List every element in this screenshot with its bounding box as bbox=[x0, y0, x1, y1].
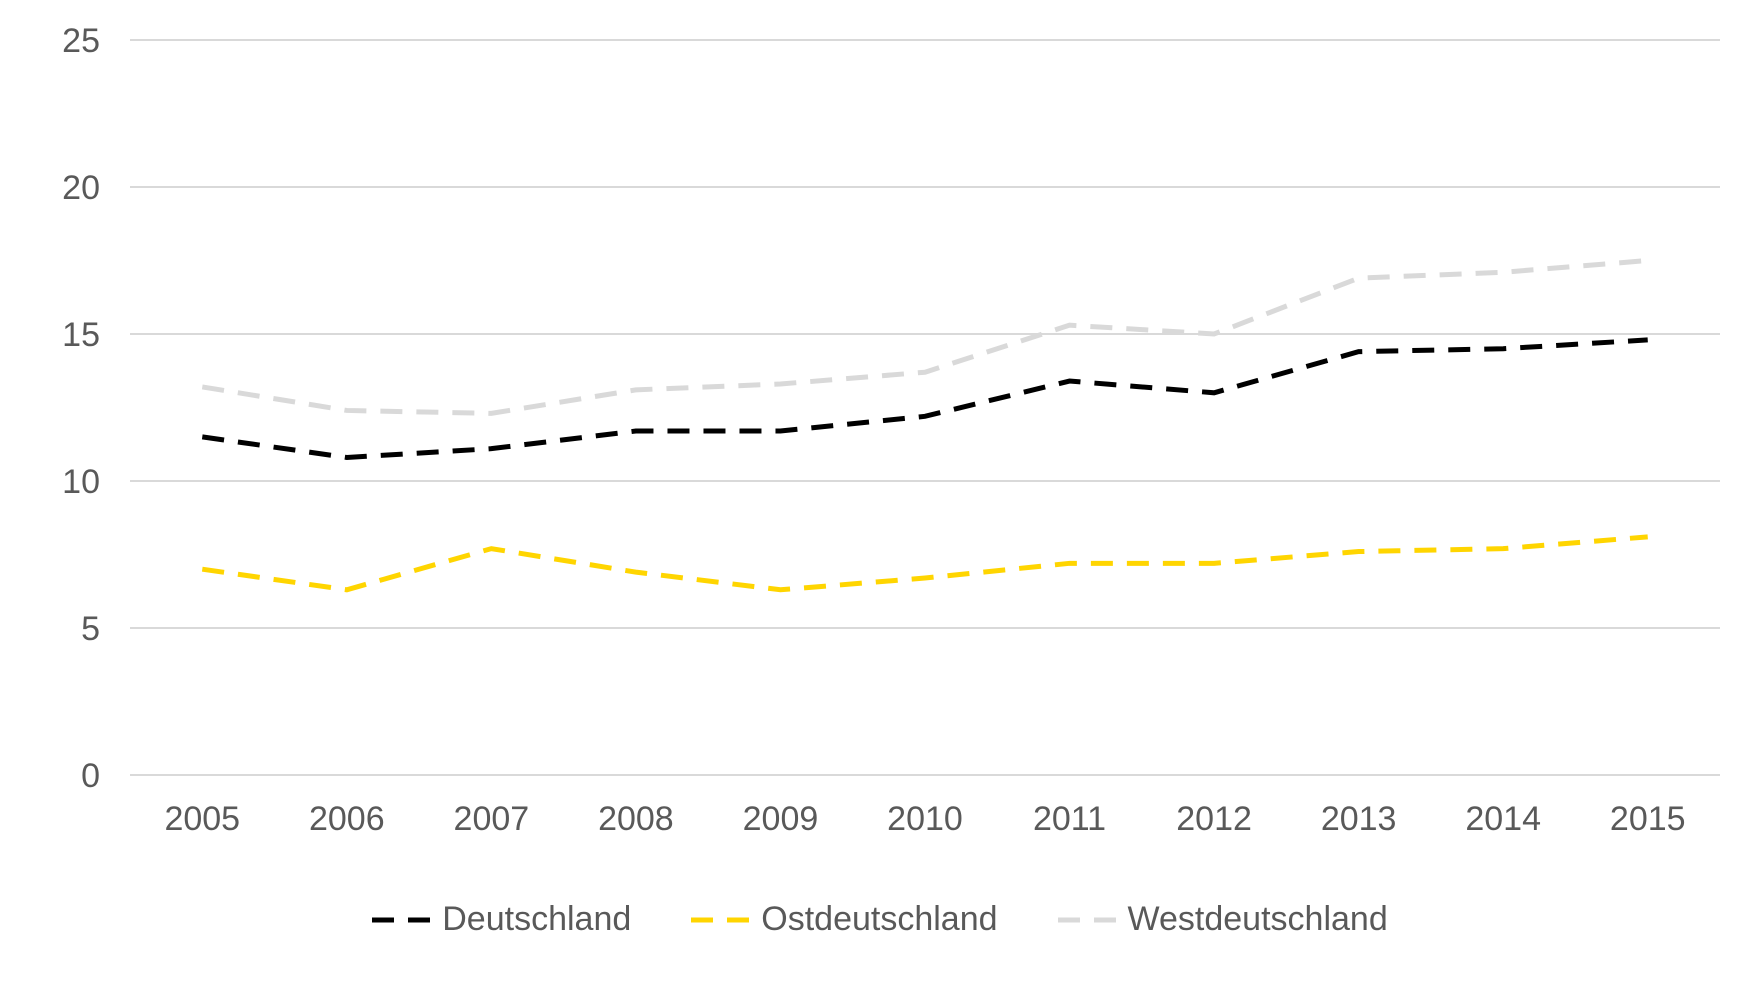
legend-swatch bbox=[691, 915, 751, 925]
series-line bbox=[202, 340, 1647, 458]
x-tick-label: 2007 bbox=[454, 800, 530, 838]
legend-swatch bbox=[372, 915, 432, 925]
x-tick-label: 2012 bbox=[1176, 800, 1252, 838]
legend-swatch bbox=[1058, 915, 1118, 925]
y-tick-label: 10 bbox=[62, 463, 100, 501]
y-tick-label: 5 bbox=[81, 610, 100, 648]
x-tick-label: 2011 bbox=[1033, 800, 1106, 838]
x-tick-label: 2015 bbox=[1610, 800, 1686, 838]
x-tick-label: 2008 bbox=[598, 800, 674, 838]
legend-label: Deutschland bbox=[442, 900, 631, 939]
legend-item: Deutschland bbox=[372, 900, 631, 939]
series-line bbox=[202, 261, 1647, 414]
x-tick-label: 2013 bbox=[1321, 800, 1397, 838]
x-tick-label: 2014 bbox=[1465, 800, 1541, 838]
legend-item: Westdeutschland bbox=[1058, 900, 1388, 939]
y-tick-label: 15 bbox=[62, 316, 100, 354]
chart-container: 0 5 10 15 20 25 2005 2006 2007 2008 2009 2010 2011 20… bbox=[0, 0, 1760, 986]
x-tick-label: 2009 bbox=[743, 800, 819, 838]
line-chart: 0 5 10 15 20 25 2005 2006 2007 2008 2009 2010 2011 20… bbox=[0, 0, 1760, 986]
y-tick-label: 25 bbox=[62, 22, 100, 60]
legend-label: Ostdeutschland bbox=[761, 900, 997, 939]
x-tick-label: 2006 bbox=[309, 800, 385, 838]
x-tick-label: 2005 bbox=[164, 800, 240, 838]
legend-item: Ostdeutschland bbox=[691, 900, 997, 939]
y-tick-label: 20 bbox=[62, 169, 100, 207]
x-tick-label: 2010 bbox=[887, 800, 963, 838]
legend-label: Westdeutschland bbox=[1128, 900, 1388, 939]
y-tick-label: 0 bbox=[81, 757, 100, 795]
legend: Deutschland Ostdeutschland Westdeutschland bbox=[0, 900, 1760, 939]
series-line bbox=[202, 537, 1647, 590]
